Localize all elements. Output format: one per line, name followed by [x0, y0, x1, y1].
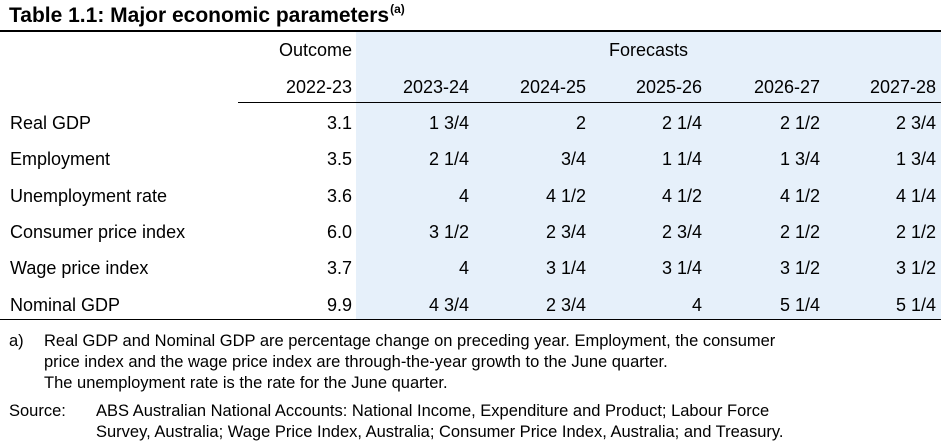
- table-cell: 4: [458, 258, 469, 279]
- header-rule: [238, 102, 941, 103]
- table-cell: 4 1/2: [779, 185, 820, 206]
- title-footnote-marker: (a): [390, 2, 405, 16]
- table-cell: 4: [458, 185, 469, 206]
- row-label: Consumer price index: [10, 221, 186, 242]
- table-cell: 2 1/4: [428, 149, 469, 170]
- table-title: Table 1.1: Major economic parameters(a): [9, 2, 405, 28]
- table-cell: 6.0: [326, 221, 352, 242]
- table-cell: 2 3/4: [545, 221, 586, 242]
- table-cell: 1 3/4: [895, 149, 936, 170]
- footnote-marker: a): [9, 332, 24, 350]
- table-cell: 3 1/2: [428, 221, 469, 242]
- table-cell: 3 1/2: [895, 258, 936, 279]
- footnote-line: price index and the wage price index are…: [44, 353, 668, 371]
- year-header-0: 2022-23: [285, 77, 352, 97]
- forecasts-header: Forecasts: [608, 40, 689, 60]
- source-label: Source:: [9, 402, 66, 420]
- table-cell: 2 1/2: [779, 113, 820, 133]
- table-cell: 3 1/2: [779, 258, 820, 279]
- table-cell: 2 3/4: [661, 221, 702, 242]
- year-header-2: 2024-25: [519, 77, 586, 97]
- table-cell: 3.7: [326, 258, 352, 279]
- table-cell: 1 3/4: [779, 149, 820, 170]
- year-header-3: 2025-26: [635, 77, 702, 97]
- table-cell: 2 3/4: [895, 113, 936, 133]
- table-cell: 2 1/2: [895, 221, 936, 242]
- table-title-text: Table 1.1: Major economic parameters: [9, 4, 390, 27]
- outcome-header: Outcome: [278, 40, 352, 60]
- table-cell: 3/4: [560, 149, 586, 170]
- table-cell: 3 1/4: [661, 258, 702, 279]
- table-cell: 3 1/4: [545, 258, 586, 279]
- row-label: Real GDP: [10, 113, 92, 133]
- table-cell: 1 1/4: [661, 149, 702, 170]
- footnote-line: The unemployment rate is the rate for th…: [44, 374, 448, 392]
- footnote-line: Real GDP and Nominal GDP are percentage …: [44, 332, 776, 350]
- bottom-rule: [0, 319, 941, 320]
- table-cell: 4 1/4: [895, 185, 936, 206]
- table-cell: 1 3/4: [428, 113, 469, 133]
- year-header-1: 2023-24: [402, 77, 469, 97]
- row-label: Nominal GDP: [10, 294, 121, 315]
- table-cell: 4 3/4: [428, 294, 469, 315]
- top-rule: [0, 30, 941, 32]
- source-text: ABS Australian National Accounts: Nation…: [96, 401, 784, 443]
- table-cell: 4: [691, 294, 702, 315]
- table-cell: 3.6: [326, 185, 352, 206]
- table-cell: 4 1/2: [661, 185, 702, 206]
- table-cell: 5 1/4: [779, 294, 820, 315]
- forecast-shading: [356, 32, 941, 319]
- table-cell: 2 1/4: [661, 113, 702, 133]
- table-cell: 2 3/4: [545, 294, 586, 315]
- row-label: Wage price index: [10, 258, 149, 279]
- row-label: Employment: [10, 149, 111, 170]
- table-cell: 5 1/4: [895, 294, 936, 315]
- source-line: ABS Australian National Accounts: Nation…: [96, 402, 770, 420]
- source-line: Survey, Australia; Wage Price Index, Aus…: [96, 423, 784, 441]
- year-header-4: 2026-27: [753, 77, 820, 97]
- footnote-text: Real GDP and Nominal GDP are percentage …: [44, 331, 775, 394]
- table-cell: 9.9: [326, 294, 352, 315]
- row-label: Unemployment rate: [10, 185, 168, 206]
- year-header-5: 2027-28: [869, 77, 936, 97]
- table-cell: 4 1/2: [545, 185, 586, 206]
- table-cell: 3.5: [326, 149, 352, 170]
- table-cell: 2 1/2: [779, 221, 820, 242]
- table-cell: 2: [575, 113, 586, 133]
- table-cell: 3.1: [326, 113, 352, 133]
